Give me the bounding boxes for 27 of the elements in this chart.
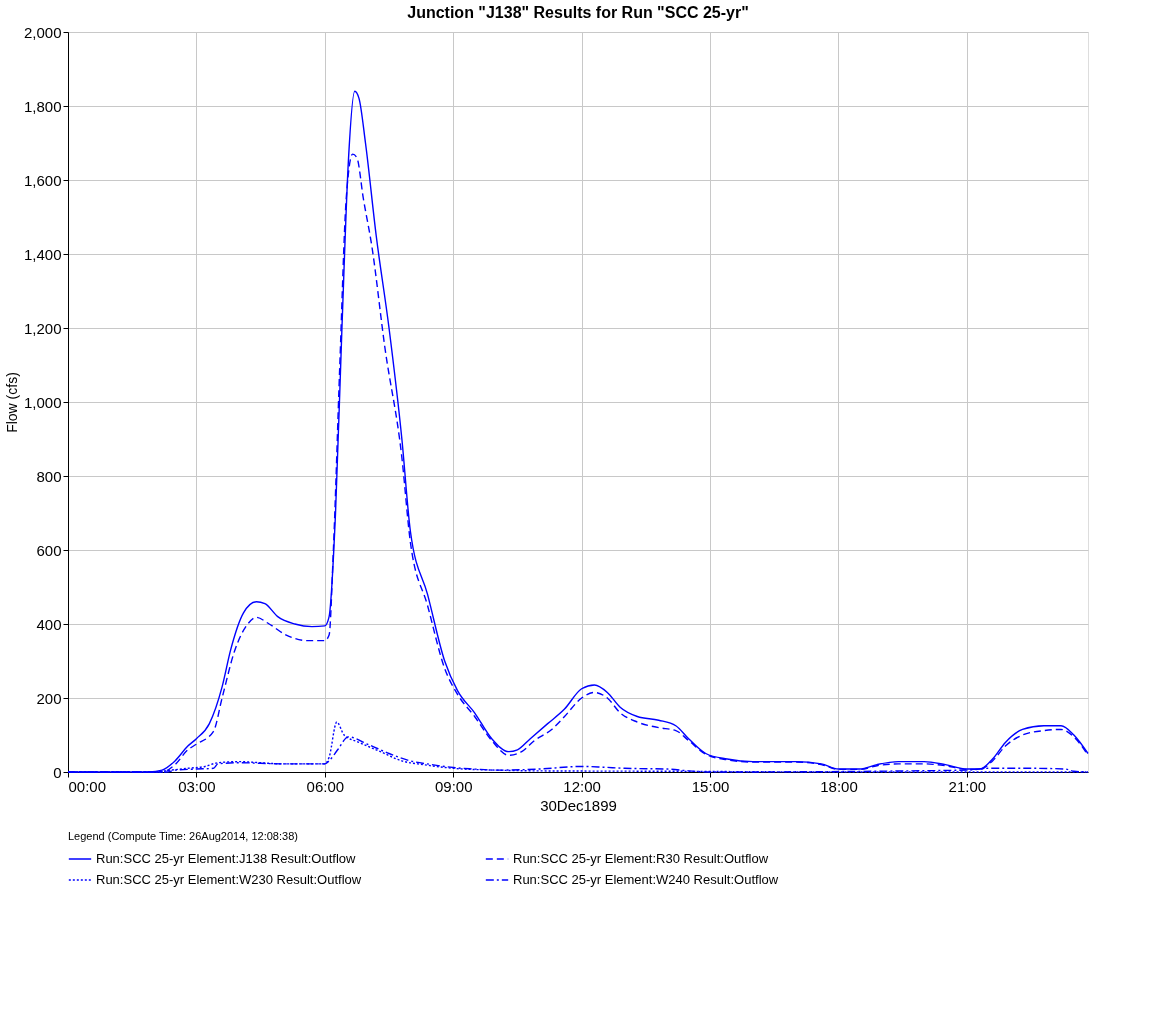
- y-tick-label: 2,000: [23, 23, 62, 41]
- y-tick-label: 800: [36, 467, 62, 485]
- chart-title: Junction "J138" Results for Run "SCC 25-yr": [407, 4, 749, 21]
- y-axis-title: Flow (cfs): [3, 372, 20, 433]
- x-tick-label: 18:00: [820, 777, 858, 795]
- legend-label: Run:SCC 25-yr Element:W230 Result:Outflow: [96, 872, 362, 887]
- x-tick-label: 00:00: [68, 777, 107, 795]
- x-tick-label: 03:00: [178, 777, 216, 795]
- x-tick-label: 21:00: [948, 777, 987, 795]
- x-tick-label: 06:00: [306, 777, 345, 795]
- y-tick-label: 200: [36, 689, 62, 707]
- x-tick-label: 09:00: [434, 777, 473, 795]
- y-tick-label: 1,200: [23, 319, 62, 337]
- y-tick-label: 1,600: [23, 171, 62, 189]
- legend-title: Legend (Compute Time: 26Aug2014, 12:08:38): [68, 830, 298, 842]
- legend-label: Run:SCC 25-yr Element:W240 Result:Outflow: [513, 872, 779, 887]
- y-tick-label: 0: [53, 763, 62, 781]
- y-tick-label: 1,000: [23, 393, 62, 411]
- legend-label: Run:SCC 25-yr Element:J138 Result:Outflow: [96, 851, 356, 866]
- x-tick-label: 15:00: [691, 777, 730, 795]
- legend-label: Run:SCC 25-yr Element:R30 Result:Outflow: [513, 851, 769, 866]
- x-tick-label: 12:00: [563, 777, 601, 795]
- y-tick-label: 1,800: [23, 97, 62, 115]
- y-tick-label: 400: [36, 615, 62, 633]
- y-tick-label: 600: [36, 541, 62, 559]
- x-axis-title: 30Dec1899: [540, 796, 617, 814]
- y-tick-label: 1,400: [23, 245, 62, 263]
